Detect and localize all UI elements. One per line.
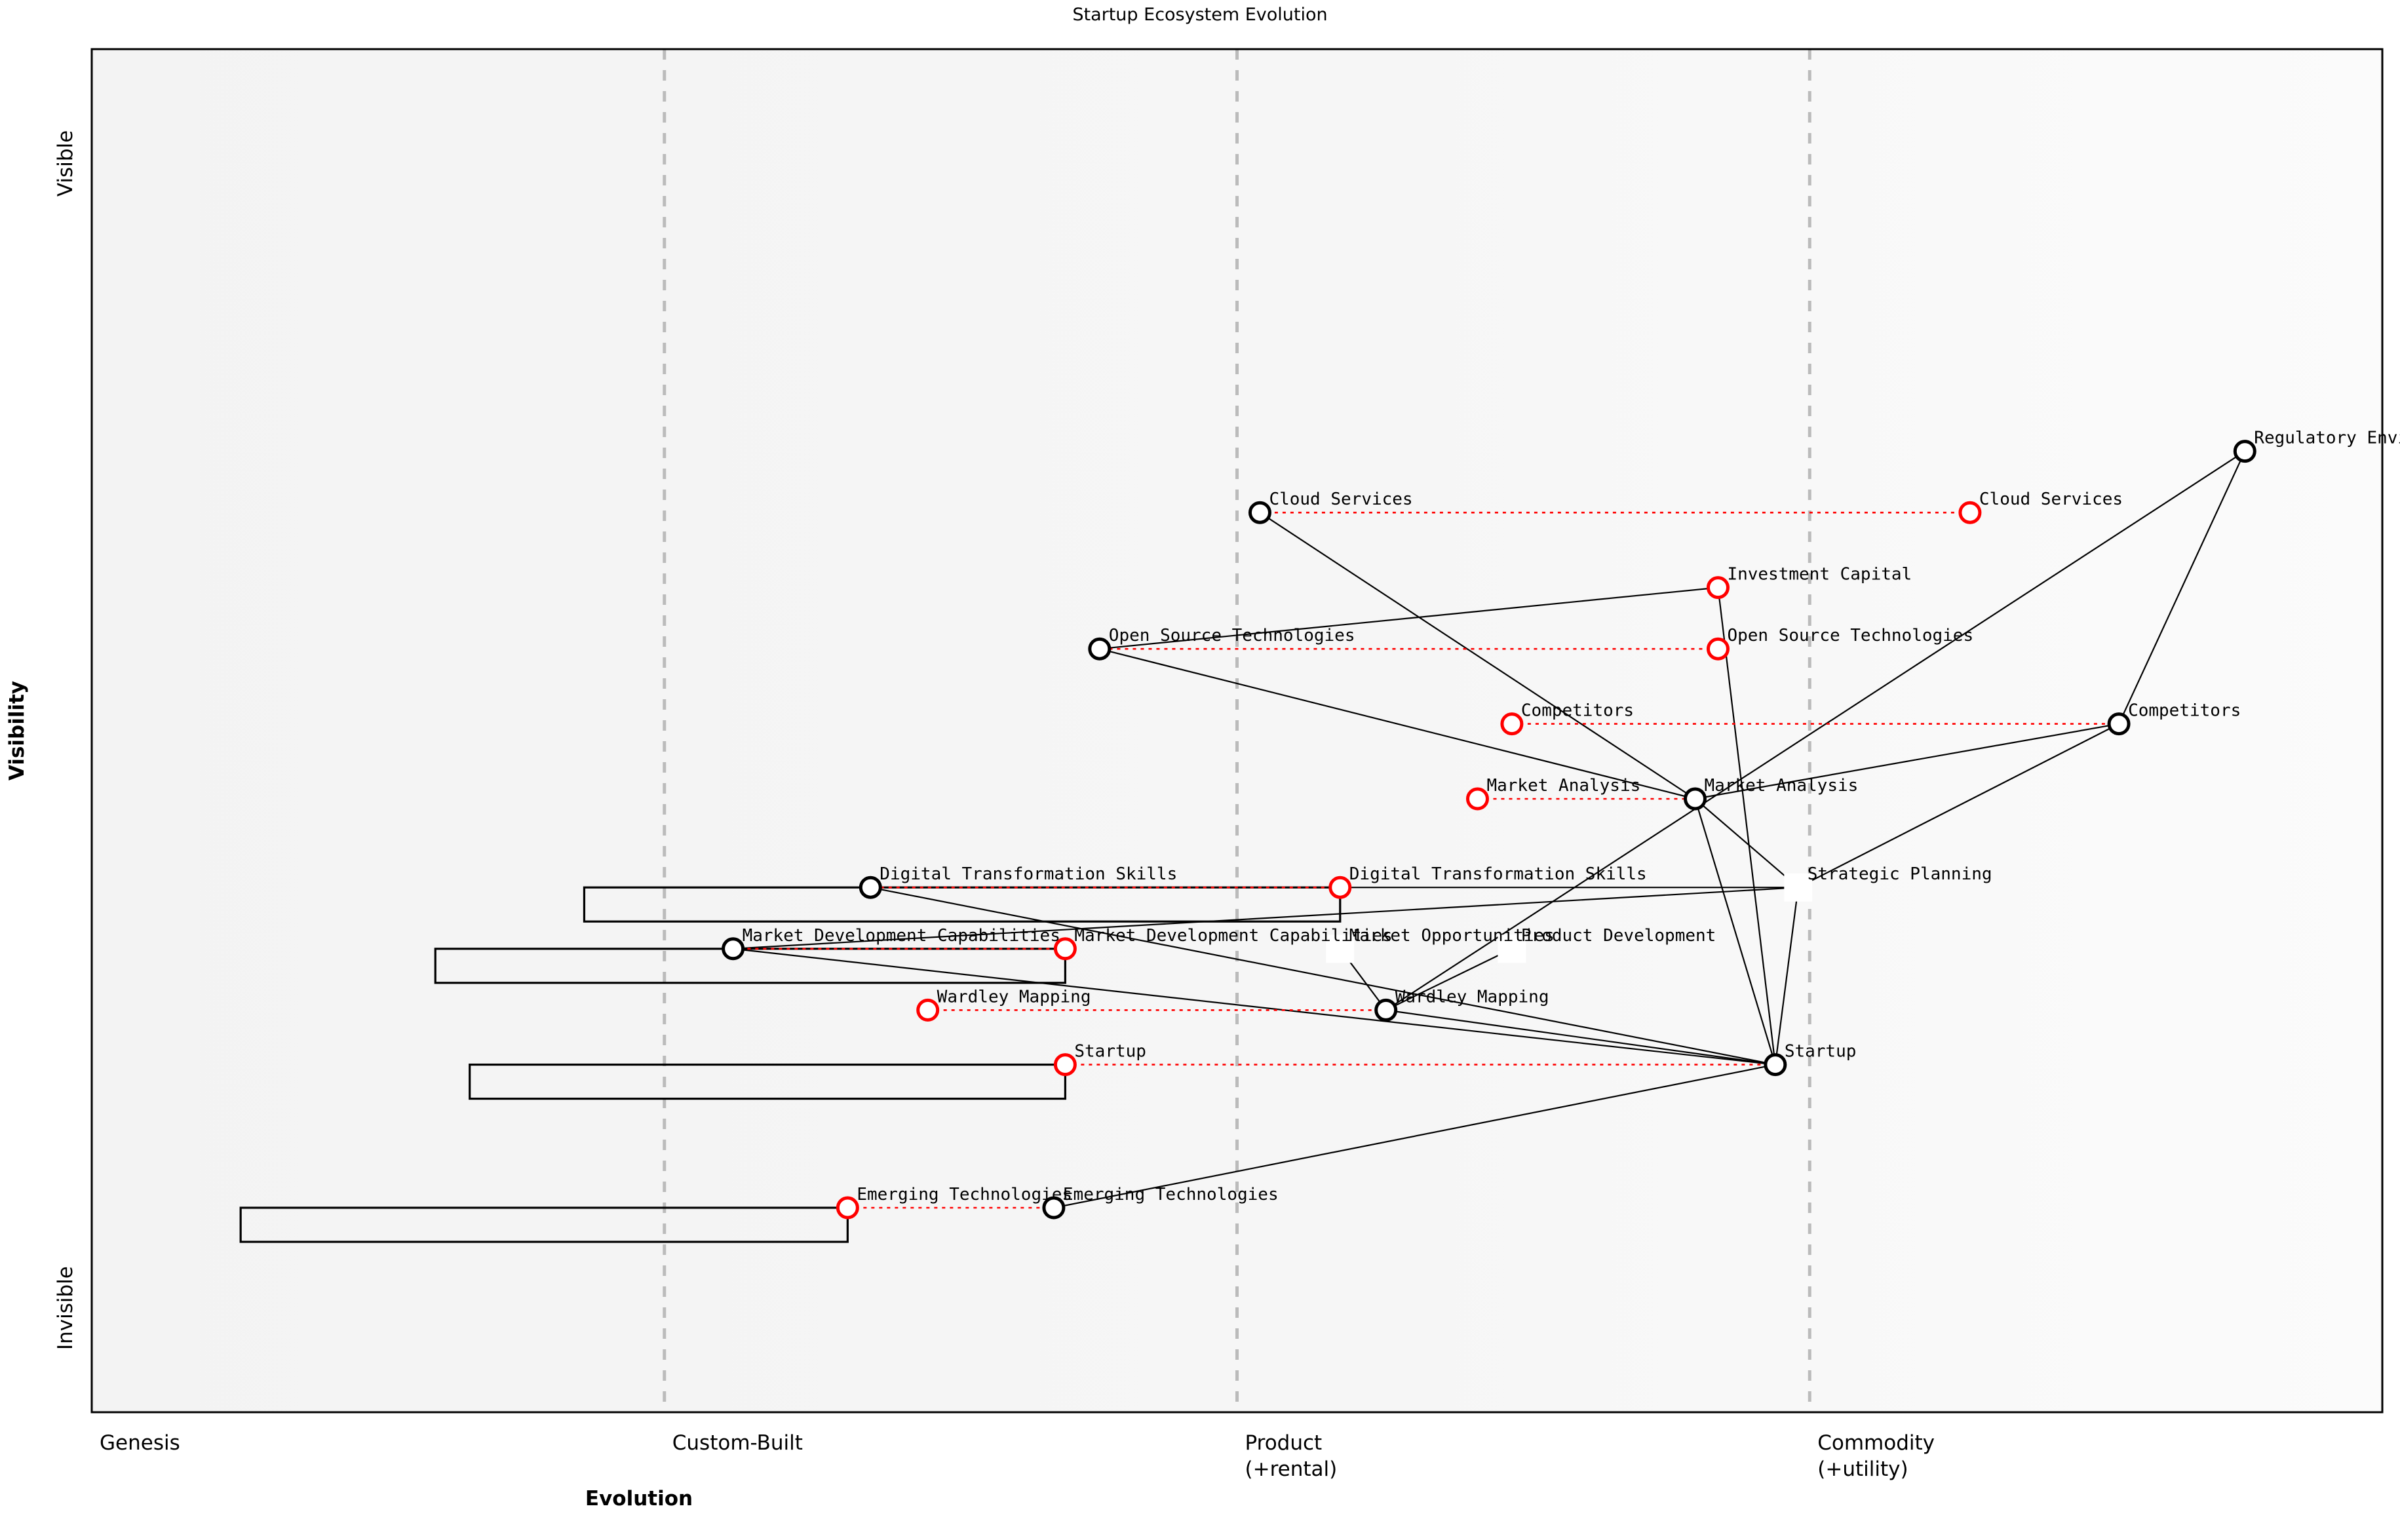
component-nodes-group[interactable] <box>722 440 2256 1220</box>
dependency-edge <box>2118 451 2246 725</box>
node-label-emerging-technologies: Emerging Technologies <box>857 1185 1072 1204</box>
gridlines-group <box>663 49 1811 1412</box>
node-marker-market-opportunities[interactable] <box>1326 934 1355 963</box>
x-tick-label-1: Custom-Built <box>672 1431 803 1455</box>
node-label-wardley-mapping: Wardley Mapping <box>937 987 1091 1007</box>
x-axis-ticks: Genesis Custom-Built Product(+rental) Commo… <box>100 1431 1935 1481</box>
node-marker-startup[interactable] <box>1053 1053 1077 1077</box>
future-node-marker-digital-transformation-skills[interactable] <box>859 876 882 899</box>
node-marker-strategic-planning[interactable] <box>1784 873 1813 902</box>
node-marker-market-development-capabilities[interactable] <box>1053 937 1077 961</box>
dependency-edge <box>1774 887 1799 1065</box>
future-node-marker-market-development-capabilities[interactable] <box>722 937 745 961</box>
dependency-edge <box>1717 587 1776 1065</box>
component-labels-group: Startup Startup Emerging TechnologiesEmerg… <box>743 429 2400 1204</box>
future-node-label-open-source-technologies: Open Source Technologies <box>1109 626 1355 645</box>
dependency-edge <box>1099 648 1695 800</box>
x-axis-title: Evolution <box>585 1487 693 1511</box>
future-node-marker-market-analysis[interactable] <box>1684 787 1707 811</box>
inertia-bar-emerging-technologies <box>239 1206 849 1243</box>
future-node-marker-open-source-technologies[interactable] <box>1088 637 1112 661</box>
node-marker-regulatory-environment[interactable] <box>2233 440 2256 463</box>
dependency-edge <box>1259 512 1696 799</box>
plot-border <box>90 48 2384 1414</box>
future-node-label-market-analysis: Market Analysis <box>1705 776 1859 796</box>
dependency-edge <box>1385 948 1513 1011</box>
movement-lines-group <box>733 511 2119 1209</box>
y-axis-title: Visibility <box>5 681 29 780</box>
x-tick-sublabel-3: (+utility) <box>1817 1457 1908 1481</box>
dependency-edge <box>1053 1064 1776 1209</box>
node-marker-wardley-mapping[interactable] <box>916 998 940 1022</box>
node-marker-cloud-services[interactable] <box>1958 501 1982 524</box>
future-node-label-market-development-capabilities: Market Development Capabilities <box>743 926 1060 946</box>
future-node-marker-competitors[interactable] <box>2107 712 2131 736</box>
future-node-label-wardley-mapping: Wardley Mapping <box>1395 987 1549 1007</box>
node-label-market-analysis: Market Analysis <box>1486 776 1640 796</box>
future-node-marker-cloud-services[interactable] <box>1248 501 1271 524</box>
node-label-startup: Startup <box>1074 1042 1146 1062</box>
node-label-digital-transformation-skills: Digital Transformation Skills <box>1349 864 1647 884</box>
future-node-label-cloud-services: Cloud Services <box>1269 490 1412 509</box>
dependency-edge <box>1798 723 2119 889</box>
inertia-bar-startup <box>469 1063 1066 1100</box>
node-label-competitors: Competitors <box>1521 701 1634 721</box>
node-marker-emerging-technologies[interactable] <box>836 1196 859 1220</box>
y-tick-label-0: Invisible <box>54 1266 77 1350</box>
future-node-label-digital-transformation-skills: Digital Transformation Skills <box>880 864 1177 884</box>
x-tick-label-2: Product <box>1245 1431 1323 1455</box>
dependency-edges-group <box>733 450 2246 1209</box>
node-marker-market-analysis[interactable] <box>1465 787 1489 811</box>
future-node-marker-startup[interactable] <box>1764 1053 1787 1077</box>
node-label-open-source-technologies: Open Source Technologies <box>1727 626 1973 645</box>
node-marker-product-development[interactable] <box>1498 934 1526 963</box>
future-node-marker-wardley-mapping[interactable] <box>1374 998 1398 1022</box>
page-title: Startup Ecosystem Evolution <box>1072 5 1327 25</box>
node-marker-investment-capital[interactable] <box>1706 576 1730 600</box>
y-axis-ticks: Invisible Visible <box>54 130 77 1350</box>
dependency-edge <box>733 948 1775 1066</box>
x-tick-label-0: Genesis <box>100 1431 180 1455</box>
node-marker-digital-transformation-skills[interactable] <box>1328 876 1352 899</box>
future-node-label-emerging-technologies: Emerging Technologies <box>1063 1185 1279 1204</box>
node-label-market-opportunities: Market Opportunities <box>1349 926 1555 946</box>
x-tick-label-3: Commodity <box>1817 1431 1935 1455</box>
future-node-label-startup: Startup <box>1785 1042 1857 1062</box>
dependency-edge <box>733 887 1798 950</box>
node-label-product-development: Product Development <box>1521 926 1716 946</box>
dependency-edge <box>1694 798 1776 1065</box>
node-label-investment-capital: Investment Capital <box>1727 565 1912 585</box>
y-tick-label-1: Visible <box>54 130 77 197</box>
dependency-edge <box>1694 798 1799 889</box>
dependency-edge <box>1385 1009 1775 1066</box>
node-marker-competitors[interactable] <box>1500 712 1524 736</box>
node-label-regulatory-environment: Regulatory Environment <box>2254 429 2400 448</box>
node-label-strategic-planning: Strategic Planning <box>1808 864 1992 884</box>
node-label-cloud-services: Cloud Services <box>1979 490 2123 509</box>
dependency-edge <box>870 887 1776 1066</box>
x-tick-sublabel-2: (+rental) <box>1245 1457 1338 1481</box>
future-node-marker-emerging-technologies[interactable] <box>1042 1196 1066 1220</box>
node-marker-open-source-technologies[interactable] <box>1706 637 1730 661</box>
dependency-edge <box>1695 723 2119 800</box>
dependency-edge <box>1099 587 1718 650</box>
dependency-edge <box>1385 450 2245 1011</box>
node-label-market-development-capabilities: Market Development Capabilities <box>1074 926 1392 946</box>
future-node-label-competitors: Competitors <box>2128 701 2241 721</box>
